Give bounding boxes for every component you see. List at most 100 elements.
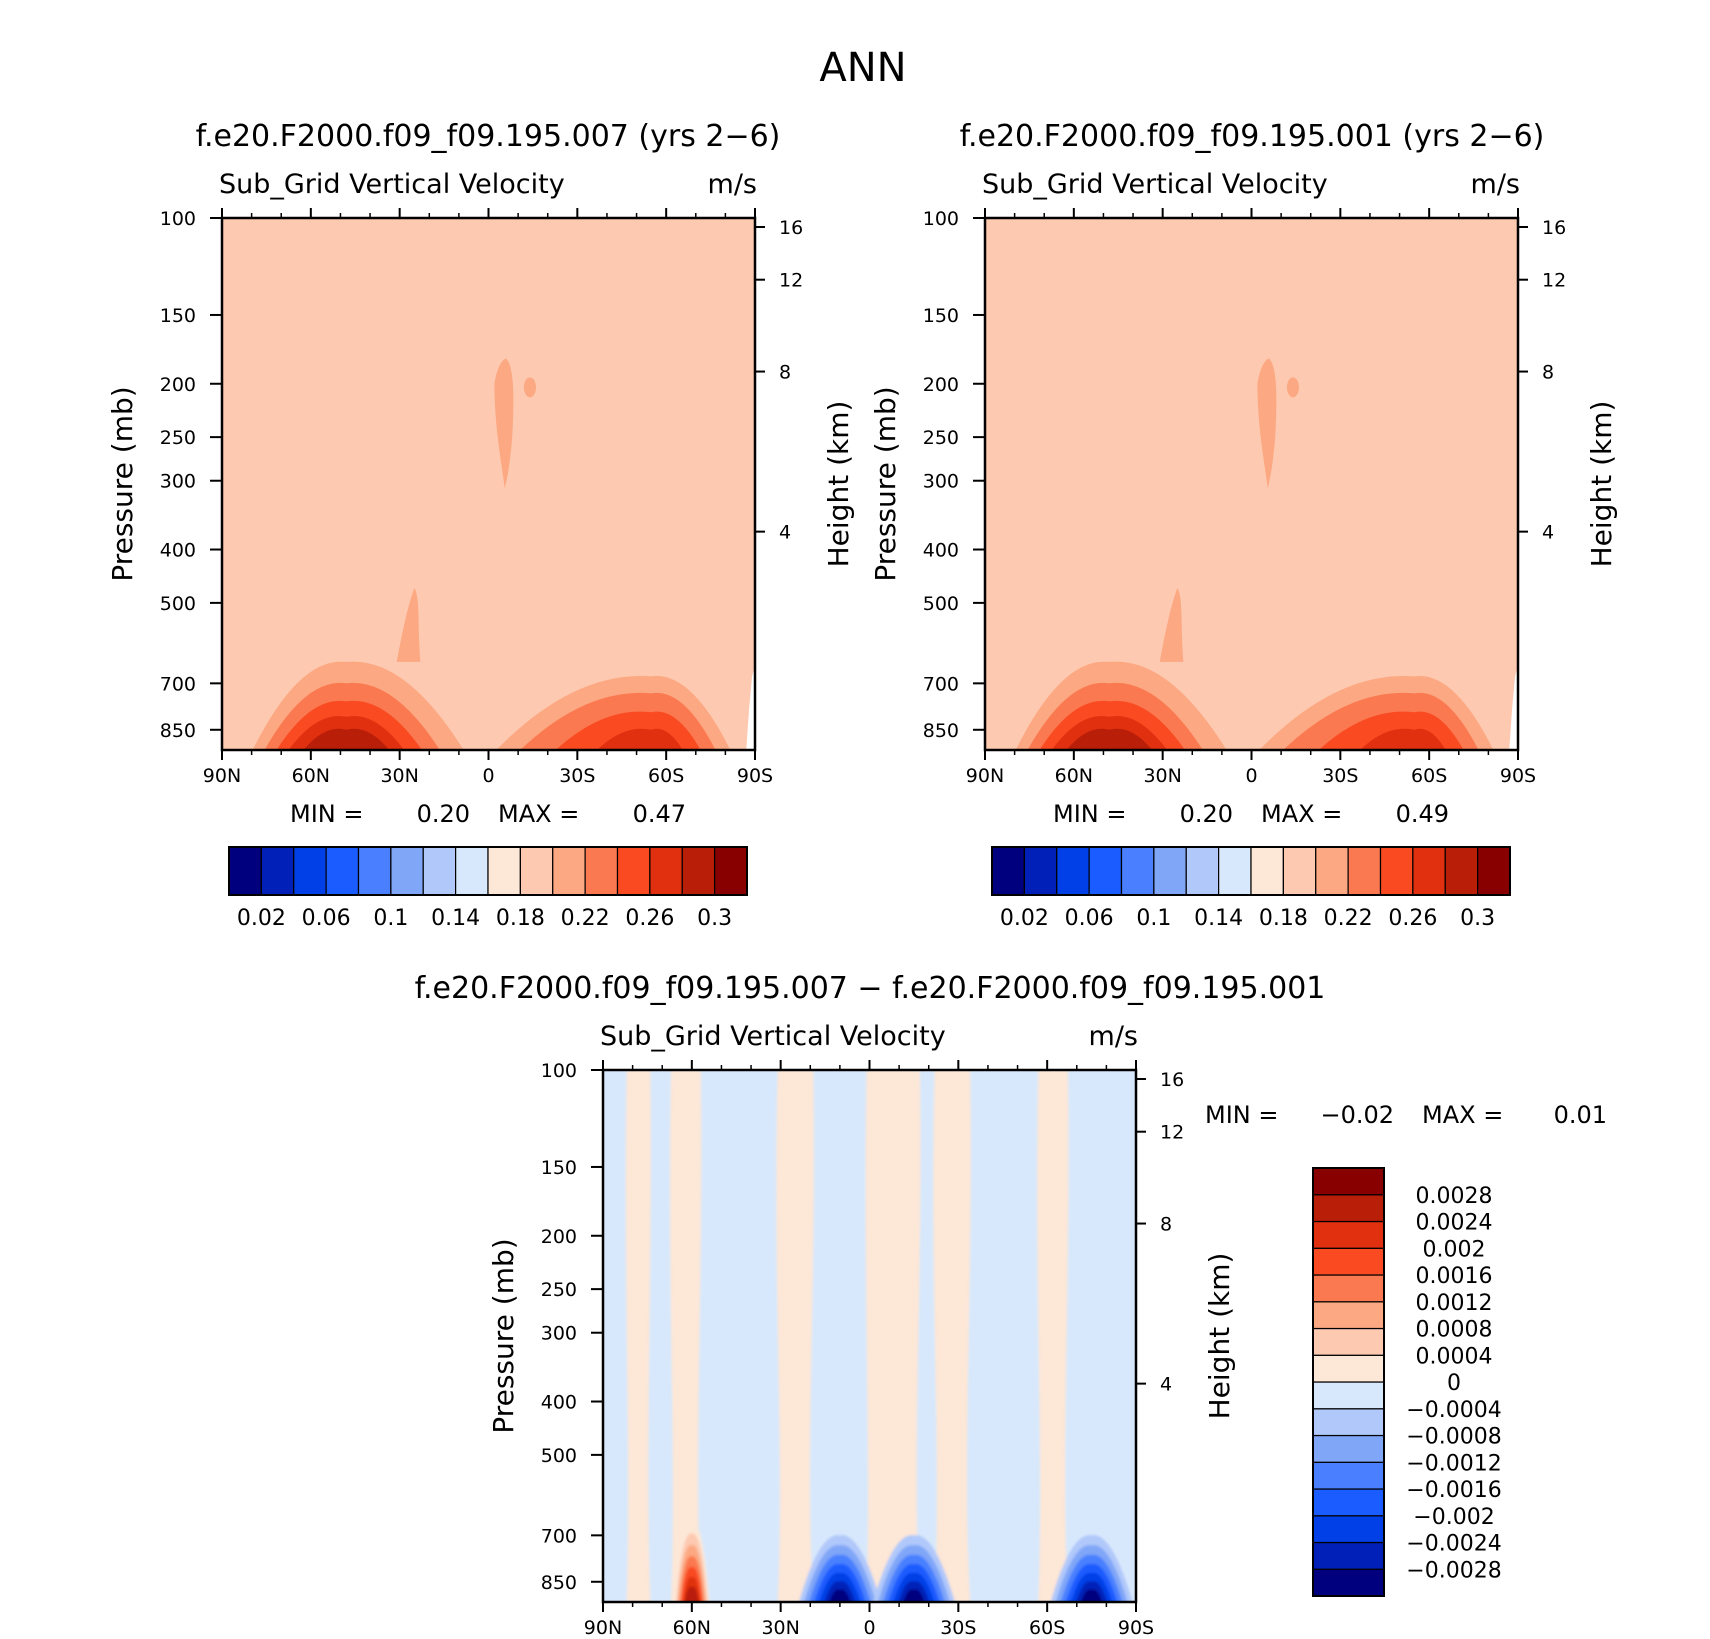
case2-colorbar-box bbox=[1185, 846, 1220, 896]
case1-xtick-label: 30S bbox=[559, 765, 595, 787]
case1-ytick-label: 400 bbox=[160, 540, 196, 562]
case2-polar-mask bbox=[1509, 665, 1518, 750]
case1-ytick-label: 500 bbox=[160, 593, 196, 615]
diff-colorbar-label: −0.0024 bbox=[1406, 1532, 1501, 1557]
case1-field-background bbox=[222, 218, 755, 750]
case1-colorbar-box bbox=[681, 846, 716, 896]
diff-ytick-label: 100 bbox=[541, 1060, 577, 1082]
case1-xtick-label: 30N bbox=[380, 765, 418, 787]
case1-ytick-label: 100 bbox=[160, 208, 196, 230]
case1-colorbar: 0.02 0.06 0.1 0.14 0.18 0.22 0.26 0.3 bbox=[228, 846, 748, 931]
case2-y2tick-label: 4 bbox=[1542, 522, 1554, 544]
case2-colorbar-box bbox=[1347, 846, 1382, 896]
case2-ylabel: Pressure (mb) bbox=[869, 386, 902, 581]
case1-max-value: 0.47 bbox=[633, 800, 686, 828]
case2-xtick-label: 90N bbox=[966, 765, 1004, 787]
diff-colorbar-label: −0.0004 bbox=[1406, 1398, 1501, 1423]
diff-colorbar-box bbox=[1312, 1220, 1385, 1249]
diff-negative-blob-0-6 bbox=[829, 1589, 851, 1602]
diff-y2tick-label: 12 bbox=[1160, 1122, 1184, 1144]
case2-upper-tongue bbox=[1257, 358, 1277, 489]
case2-title: f.e20.F2000.f09_f09.195.001 (yrs 2−6) bbox=[960, 119, 1545, 154]
diff-colorbar-label: 0.0012 bbox=[1416, 1291, 1493, 1316]
diff-positive-band-6 bbox=[1037, 1070, 1069, 1602]
case1-ytick-label: 250 bbox=[160, 427, 196, 449]
case1-colorbar-label: 0.3 bbox=[697, 906, 732, 931]
case2-max-value: 0.49 bbox=[1396, 800, 1449, 828]
panel-diff: f.e20.F2000.f09_f09.195.007 − f.e20.F200… bbox=[415, 971, 1607, 1639]
diff-colorbar-box bbox=[1312, 1461, 1385, 1490]
case2-y2tick-label: 8 bbox=[1542, 362, 1554, 384]
diff-colorbar-frame bbox=[1312, 1167, 1385, 1597]
case2-colorbar-box bbox=[1315, 846, 1349, 896]
case2-y2tick-label: 12 bbox=[1542, 270, 1566, 292]
diff-ytick-label: 200 bbox=[541, 1226, 577, 1248]
case1-title: f.e20.F2000.f09_f09.195.007 (yrs 2−6) bbox=[196, 119, 781, 154]
diff-positive-blob-6 bbox=[685, 1586, 699, 1602]
case2-min-value: 0.20 bbox=[1180, 800, 1233, 828]
case2-ytick-label: 300 bbox=[923, 471, 959, 493]
case1-colorbar-box bbox=[455, 846, 489, 896]
diff-colorbar-box bbox=[1312, 1434, 1385, 1463]
case2-upper-spot bbox=[1286, 377, 1299, 398]
case1-colorbar-label: 0.06 bbox=[302, 906, 351, 931]
diff-negative-blob-2-6 bbox=[1081, 1589, 1103, 1602]
case2-colorbar-box bbox=[1444, 846, 1479, 896]
case1-xtick-label: 60S bbox=[648, 765, 684, 787]
diff-min-label: MIN = bbox=[1205, 1101, 1278, 1129]
diff-xtick-label: 60S bbox=[1029, 1617, 1065, 1639]
diff-colorbar-box bbox=[1312, 1194, 1385, 1223]
case2-min-label: MIN = bbox=[1053, 800, 1126, 828]
diff-ylabel: Pressure (mb) bbox=[487, 1238, 520, 1433]
case2-axes: 90N 60N 30N 0 30S 60S 90S 100 150 200 250 300 400 500… bbox=[923, 208, 1566, 787]
case1-max-label: MAX = bbox=[498, 800, 579, 828]
diff-colorbar-label: −0.0012 bbox=[1406, 1451, 1501, 1476]
case2-ytick-label: 700 bbox=[923, 673, 959, 695]
diff-ytick-label: 150 bbox=[541, 1157, 577, 1179]
case1-colorbar-label: 0.14 bbox=[431, 906, 480, 931]
case2-max-label: MAX = bbox=[1261, 800, 1342, 828]
case1-colorbar-label: 0.02 bbox=[237, 906, 286, 931]
diff-colorbar-box bbox=[1312, 1568, 1385, 1597]
panel-case2: f.e20.F2000.f09_f09.195.001 (yrs 2−6) Su… bbox=[869, 119, 1618, 931]
diff-positive-band-1 bbox=[669, 1070, 702, 1602]
case1-colorbar-box bbox=[357, 846, 392, 896]
diff-positive-band-5 bbox=[933, 1070, 971, 1602]
case2-xtick-label: 30N bbox=[1143, 765, 1181, 787]
case2-colorbar-label: 0.26 bbox=[1388, 906, 1437, 931]
diff-max-value: 0.01 bbox=[1554, 1101, 1607, 1129]
case2-xtick-label: 0 bbox=[1245, 765, 1257, 787]
case1-min-value: 0.20 bbox=[417, 800, 470, 828]
case2-colorbar-label: 0.06 bbox=[1065, 906, 1114, 931]
case1-nh-contour-4 bbox=[303, 728, 390, 750]
case2-colorbar-box bbox=[1120, 846, 1155, 896]
case1-colorbar-box bbox=[260, 846, 295, 896]
case2-colorbar-box bbox=[991, 846, 1025, 896]
diff-xtick-label: 90S bbox=[1118, 1617, 1154, 1639]
diff-xtick-label: 30S bbox=[940, 1617, 976, 1639]
case1-colorbar-label: 0.1 bbox=[373, 906, 408, 931]
case2-y2tick-label: 16 bbox=[1542, 217, 1566, 239]
diff-ytick-label: 300 bbox=[541, 1323, 577, 1345]
case1-colorbar-label: 0.18 bbox=[496, 906, 545, 931]
diff-colorbar-label: 0.002 bbox=[1423, 1237, 1486, 1262]
diff-negative-blob-1-6 bbox=[903, 1589, 925, 1602]
case1-polar-mask bbox=[746, 665, 755, 750]
case1-ytick-label: 850 bbox=[160, 720, 196, 742]
case2-colorbar-box bbox=[1218, 846, 1252, 896]
figure-title: ANN bbox=[819, 45, 906, 91]
case2-colorbar-box bbox=[1153, 846, 1187, 896]
case1-colorbar-box bbox=[325, 846, 360, 896]
diff-variable-label: Sub_Grid Vertical Velocity bbox=[600, 1021, 946, 1052]
case1-xtick-label: 90S bbox=[737, 765, 773, 787]
diff-xtick-label: 60N bbox=[673, 1617, 711, 1639]
case2-mid-plume bbox=[1159, 588, 1184, 662]
case1-y2tick-label: 16 bbox=[779, 217, 803, 239]
case1-mid-plume bbox=[396, 588, 421, 662]
case2-xtick-label: 60S bbox=[1411, 765, 1447, 787]
case1-colorbar-box bbox=[714, 846, 748, 896]
diff-min-value: −0.02 bbox=[1320, 1101, 1394, 1129]
case2-contour-field bbox=[985, 218, 1518, 750]
case1-ytick-label: 150 bbox=[160, 305, 196, 327]
